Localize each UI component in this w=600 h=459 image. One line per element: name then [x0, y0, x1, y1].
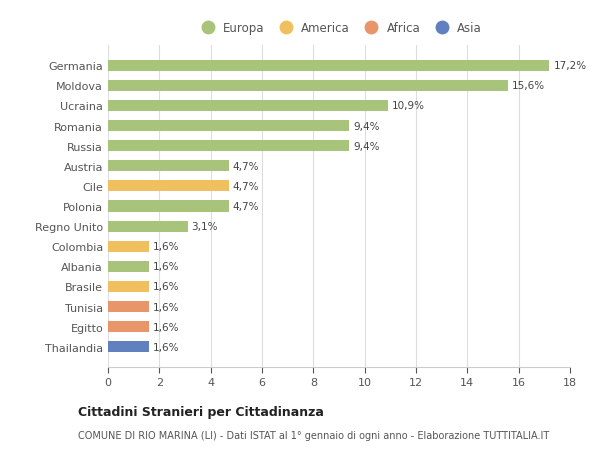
- Text: 3,1%: 3,1%: [191, 222, 218, 232]
- Bar: [108, 81, 508, 92]
- Bar: [108, 61, 550, 72]
- Text: 1,6%: 1,6%: [153, 242, 179, 252]
- Bar: [108, 241, 149, 252]
- Bar: [108, 201, 229, 212]
- Text: Cittadini Stranieri per Cittadinanza: Cittadini Stranieri per Cittadinanza: [78, 405, 324, 419]
- Text: 1,6%: 1,6%: [153, 302, 179, 312]
- Bar: [108, 121, 349, 132]
- Text: 17,2%: 17,2%: [553, 61, 586, 71]
- Text: 1,6%: 1,6%: [153, 322, 179, 332]
- Text: 9,4%: 9,4%: [353, 121, 380, 131]
- Legend: Europa, America, Africa, Asia: Europa, America, Africa, Asia: [194, 20, 484, 37]
- Text: 10,9%: 10,9%: [392, 101, 425, 111]
- Text: 1,6%: 1,6%: [153, 342, 179, 352]
- Text: COMUNE DI RIO MARINA (LI) - Dati ISTAT al 1° gennaio di ogni anno - Elaborazione: COMUNE DI RIO MARINA (LI) - Dati ISTAT a…: [78, 431, 549, 440]
- Bar: [108, 261, 149, 272]
- Bar: [108, 181, 229, 192]
- Bar: [108, 321, 149, 332]
- Text: 1,6%: 1,6%: [153, 282, 179, 292]
- Text: 4,7%: 4,7%: [232, 202, 259, 212]
- Bar: [108, 101, 388, 112]
- Bar: [108, 141, 349, 152]
- Text: 15,6%: 15,6%: [512, 81, 545, 91]
- Text: 1,6%: 1,6%: [153, 262, 179, 272]
- Bar: [108, 281, 149, 292]
- Bar: [108, 341, 149, 353]
- Bar: [108, 161, 229, 172]
- Bar: [108, 221, 188, 232]
- Text: 4,7%: 4,7%: [232, 181, 259, 191]
- Bar: [108, 302, 149, 313]
- Text: 9,4%: 9,4%: [353, 141, 380, 151]
- Text: 4,7%: 4,7%: [232, 162, 259, 171]
